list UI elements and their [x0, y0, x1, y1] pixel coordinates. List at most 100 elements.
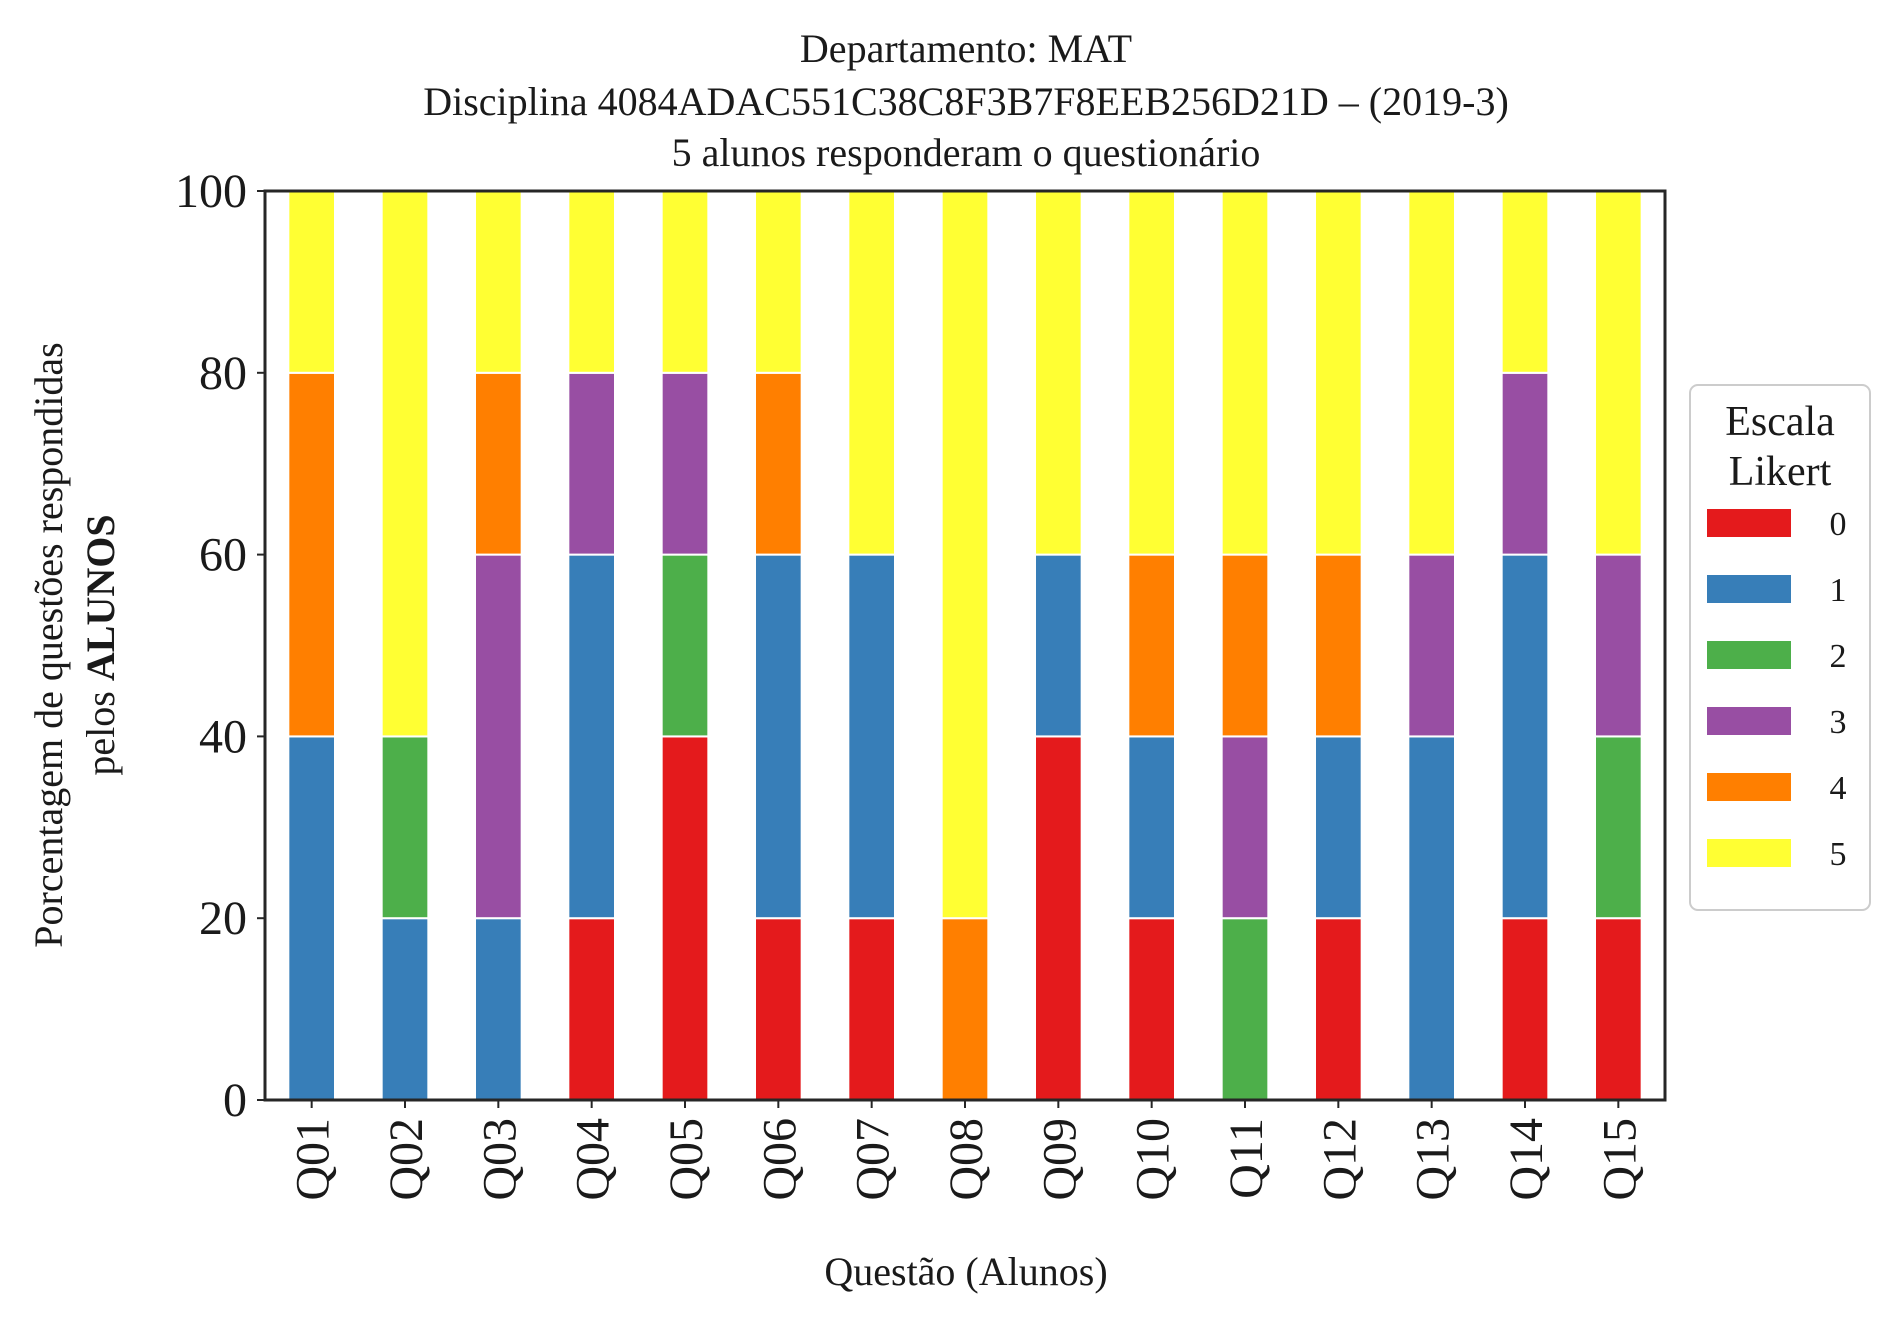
y-axis-label-line-2: pelos ALUNOS — [78, 514, 123, 775]
chart-title-line-3: 5 alunos responderam o questionário — [672, 130, 1261, 175]
bar-segment-q08-likert-4 — [940, 917, 990, 1102]
bar-segment-q02-likert-2 — [380, 735, 430, 920]
chart-title-line-2: Disciplina 4084ADAC551C38C8F3B7F8EEB256D… — [423, 79, 1509, 124]
bar-segment-q03-likert-1 — [474, 917, 523, 1102]
bar-segment-q06-likert-5 — [754, 190, 803, 374]
bar-segment-q09-likert-5 — [1034, 190, 1083, 556]
bar-segment-q09-likert-0 — [1034, 735, 1083, 1102]
y-tick-label: 80 — [199, 347, 247, 400]
legend: Escala Likert 0 1 2 3 4 5 — [1689, 384, 1871, 911]
bar-segment-q12-likert-1 — [1314, 735, 1363, 920]
bar-segment-q03-likert-5 — [474, 190, 523, 374]
x-tick-label: Q05 — [660, 1118, 713, 1201]
bar-segment-q08-likert-5 — [940, 190, 990, 920]
bar-segment-q01-likert-1 — [287, 735, 337, 1102]
x-tick-label: Q03 — [473, 1118, 526, 1201]
bar-segment-q14-likert-5 — [1500, 190, 1550, 374]
x-tick-label: Q07 — [847, 1118, 900, 1201]
bar-segment-q04-likert-5 — [567, 190, 616, 374]
bar-segment-q07-likert-1 — [847, 553, 896, 920]
legend-title-line-1: Escala — [1725, 399, 1835, 445]
bar-segment-q07-likert-0 — [847, 917, 896, 1102]
bar-segment-q04-likert-0 — [567, 917, 616, 1102]
legend-swatch-0 — [1707, 509, 1791, 537]
legend-swatch-1 — [1707, 575, 1791, 603]
x-tick-label: Q15 — [1593, 1118, 1646, 1201]
bar-segment-q15-likert-5 — [1594, 190, 1643, 556]
bar-segment-q05-likert-3 — [660, 371, 710, 556]
y-axis-label-bold: ALUNOS — [78, 514, 123, 681]
legend-swatch-3 — [1707, 707, 1791, 735]
bar-segment-q10-likert-4 — [1127, 553, 1177, 738]
legend-title-line-2: Likert — [1729, 449, 1832, 495]
legend-label-3: 3 — [1830, 704, 1847, 741]
legend-label-0: 0 — [1830, 506, 1847, 543]
bar-segment-q12-likert-5 — [1314, 190, 1363, 556]
bar-segment-q10-likert-5 — [1127, 190, 1177, 556]
bar-segment-q15-likert-0 — [1594, 917, 1643, 1102]
x-tick-label: Q11 — [1220, 1118, 1273, 1199]
x-tick-label: Q06 — [753, 1118, 806, 1201]
x-tick-label: Q04 — [567, 1118, 620, 1201]
legend-swatch-2 — [1707, 641, 1791, 669]
bar-segment-q01-likert-5 — [287, 190, 337, 374]
bar-segment-q01-likert-4 — [287, 371, 337, 738]
legend-label-5: 5 — [1830, 836, 1847, 873]
bar-segment-q13-likert-5 — [1407, 190, 1457, 556]
bar-segment-q06-likert-1 — [754, 553, 803, 920]
bar-segment-q07-likert-5 — [847, 190, 896, 556]
y-tick-label: 60 — [199, 529, 247, 582]
bar-segment-q06-likert-4 — [754, 371, 803, 556]
bar-segment-q02-likert-1 — [380, 917, 430, 1102]
x-tick-label: Q14 — [1500, 1118, 1553, 1201]
bar-segment-q12-likert-4 — [1314, 553, 1363, 738]
legend-label-4: 4 — [1830, 770, 1847, 807]
bar-segment-q11-likert-4 — [1220, 553, 1270, 738]
bar-segment-q15-likert-2 — [1594, 735, 1643, 920]
y-ticks-group: 0 20 40 60 80 100 — [175, 165, 265, 1127]
x-tick-label: Q09 — [1033, 1118, 1086, 1201]
bar-segment-q14-likert-0 — [1500, 917, 1550, 1102]
bar-segment-q05-likert-2 — [660, 553, 710, 738]
bar-segment-q15-likert-3 — [1594, 553, 1643, 738]
x-tick-label: Q12 — [1313, 1118, 1366, 1201]
bar-segment-q10-likert-0 — [1127, 917, 1177, 1102]
bar-segment-q03-likert-3 — [474, 553, 523, 920]
x-axis-label: Questão (Alunos) — [824, 1249, 1107, 1294]
legend-label-1: 1 — [1830, 572, 1847, 609]
chart-title-line-1: Departamento: MAT — [800, 26, 1132, 71]
bar-segment-q03-likert-4 — [474, 371, 523, 556]
bar-segment-q02-likert-5 — [380, 190, 430, 738]
x-ticks-group: Q01 Q02 Q03 Q04 Q05 Q06 Q07 Q08 Q09 Q10 Q11 Q12 Q13 Q… — [287, 1100, 1646, 1201]
y-axis-label-line-1: Porcentagem de questões respondidas — [26, 342, 71, 947]
y-axis-label-group: Porcentagem de questões respondidas pelo… — [26, 342, 123, 947]
y-axis-label-prefix: pelos — [78, 681, 123, 775]
bar-segment-q06-likert-0 — [754, 917, 803, 1102]
bar-segment-q14-likert-1 — [1500, 553, 1550, 920]
y-tick-label: 100 — [175, 165, 247, 218]
bar-segment-q10-likert-1 — [1127, 735, 1177, 920]
x-tick-label: Q01 — [287, 1118, 340, 1201]
legend-swatch-5 — [1707, 839, 1791, 867]
bar-segment-q05-likert-5 — [660, 190, 710, 374]
bar-segment-q11-likert-5 — [1220, 190, 1270, 556]
bar-segment-q14-likert-3 — [1500, 371, 1550, 556]
bar-segment-q09-likert-1 — [1034, 553, 1083, 738]
bar-segment-q11-likert-2 — [1220, 917, 1270, 1102]
y-tick-label: 40 — [199, 710, 247, 763]
bar-segment-q12-likert-0 — [1314, 917, 1363, 1102]
x-tick-label: Q10 — [1127, 1118, 1180, 1201]
bar-segment-q13-likert-1 — [1407, 735, 1457, 1102]
legend-label-2: 2 — [1830, 638, 1847, 675]
legend-swatch-4 — [1707, 773, 1791, 801]
bars-group — [287, 190, 1643, 1102]
bar-segment-q11-likert-3 — [1220, 735, 1270, 920]
x-tick-label: Q08 — [940, 1118, 993, 1201]
legend-items: 0 1 2 3 4 5 — [1707, 506, 1847, 873]
x-tick-label: Q02 — [380, 1118, 433, 1201]
y-tick-label: 0 — [223, 1074, 247, 1127]
plot-frame — [263, 189, 1667, 1102]
bar-segment-q04-likert-3 — [567, 371, 616, 556]
y-tick-label: 20 — [199, 892, 247, 945]
